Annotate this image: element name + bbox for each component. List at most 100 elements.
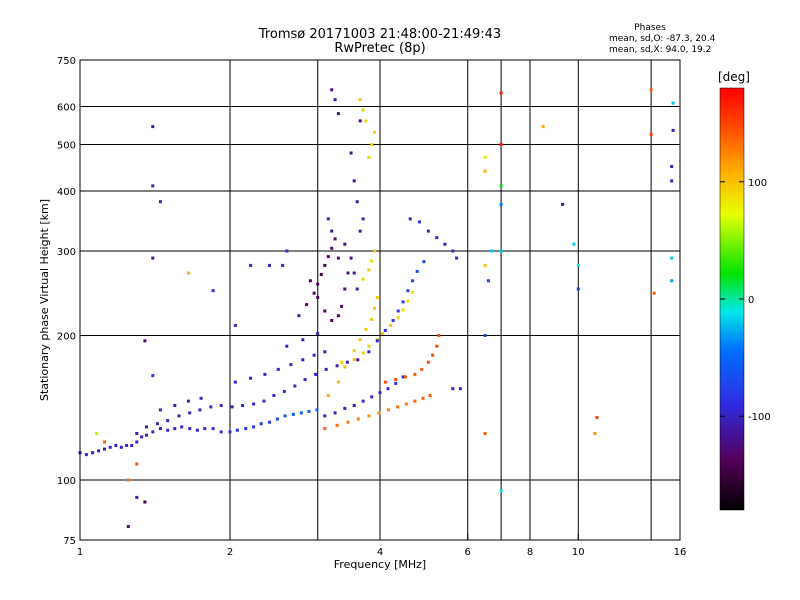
- data-point: [336, 112, 340, 116]
- data-point: [358, 338, 362, 342]
- data-point: [166, 419, 170, 423]
- data-point: [367, 155, 371, 159]
- data-point: [394, 378, 398, 381]
- data-point: [312, 291, 316, 295]
- y-tick-label: 75: [63, 536, 76, 547]
- data-point: [323, 427, 327, 431]
- data-point: [499, 143, 503, 146]
- data-point: [299, 411, 303, 415]
- colorbar-tick-label: 0: [748, 295, 754, 306]
- data-point: [108, 445, 112, 449]
- colorbar-tick-label: 100: [748, 178, 767, 189]
- y-tick-label: 300: [57, 247, 76, 258]
- data-point: [249, 263, 253, 267]
- data-point: [336, 256, 340, 260]
- data-point: [451, 249, 455, 253]
- data-point: [336, 380, 340, 384]
- data-point: [330, 88, 334, 92]
- data-point: [151, 374, 155, 378]
- x-tick-label: 4: [377, 547, 383, 558]
- data-point: [383, 328, 387, 332]
- data-point: [367, 344, 371, 348]
- data-point: [352, 179, 356, 183]
- data-point: [670, 279, 674, 283]
- data-point: [323, 350, 327, 354]
- data-point: [323, 309, 327, 313]
- data-point: [211, 427, 215, 431]
- data-point: [158, 408, 162, 412]
- data-point: [180, 425, 184, 429]
- data-point: [381, 332, 385, 335]
- chart-subtitle: RwPretec (8p): [334, 41, 426, 56]
- data-point: [404, 402, 408, 406]
- data-point: [233, 380, 237, 384]
- data-point: [91, 451, 95, 455]
- data-point: [370, 395, 374, 399]
- data-point: [389, 323, 393, 327]
- data-point: [499, 91, 503, 95]
- data-point: [396, 309, 400, 313]
- data-point: [326, 255, 330, 259]
- data-point: [458, 387, 462, 391]
- data-point: [443, 242, 447, 246]
- data-point: [211, 289, 215, 293]
- data-point: [401, 375, 405, 379]
- y-tick-label: 200: [57, 332, 76, 343]
- data-point: [249, 376, 253, 380]
- data-point: [135, 495, 139, 499]
- colorbar-ticks: 100 0 -100: [720, 178, 771, 423]
- data-point: [391, 319, 395, 322]
- data-point: [499, 489, 503, 493]
- data-point: [125, 444, 129, 447]
- data-point: [114, 444, 118, 447]
- data-point: [330, 229, 334, 233]
- data-point: [671, 101, 675, 105]
- data-point: [340, 360, 344, 364]
- data-point: [343, 242, 347, 246]
- data-point: [173, 404, 177, 407]
- data-point: [394, 381, 398, 385]
- data-point: [326, 394, 330, 397]
- data-point: [276, 367, 280, 371]
- data-point: [396, 316, 400, 320]
- data-point: [126, 525, 130, 528]
- x-tick-label: 10: [572, 547, 585, 558]
- phases-x-stats: mean, sd,X: 94.0, 19.2: [609, 45, 712, 55]
- data-point: [135, 432, 139, 435]
- data-point: [375, 339, 379, 343]
- data-point: [671, 128, 675, 132]
- data-point: [561, 203, 565, 206]
- data-point: [355, 200, 359, 204]
- data-point: [252, 402, 256, 406]
- data-point: [130, 444, 134, 447]
- x-tick-label: 2: [227, 547, 233, 558]
- data-point: [370, 318, 374, 321]
- data-point: [358, 229, 362, 233]
- data-point: [356, 358, 360, 362]
- data-point: [307, 409, 311, 413]
- data-point: [670, 256, 674, 260]
- data-point: [143, 500, 147, 504]
- data-point: [361, 399, 365, 403]
- data-point: [233, 323, 237, 327]
- data-point: [383, 380, 387, 384]
- data-point: [404, 375, 407, 379]
- data-point: [314, 372, 318, 376]
- data-point: [499, 249, 503, 253]
- data-point: [352, 349, 356, 353]
- data-point: [336, 314, 340, 318]
- data-point: [364, 119, 368, 123]
- data-point: [377, 411, 381, 415]
- data-point: [140, 435, 144, 439]
- data-point: [370, 143, 374, 146]
- data-point: [285, 344, 289, 348]
- data-point: [303, 378, 307, 381]
- data-point: [652, 291, 656, 295]
- y-tick-label: 100: [57, 476, 76, 487]
- data-point: [259, 422, 263, 426]
- colorbar-tick-label: -100: [748, 412, 771, 423]
- data-point: [406, 299, 410, 303]
- data-point: [387, 408, 390, 412]
- data-point: [323, 263, 327, 267]
- data-point: [426, 229, 430, 233]
